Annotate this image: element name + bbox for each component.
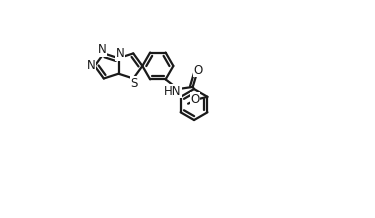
Text: N: N — [116, 47, 124, 60]
Text: O: O — [190, 93, 200, 106]
Text: S: S — [130, 77, 138, 90]
Text: O: O — [193, 64, 202, 77]
Text: N: N — [86, 60, 95, 72]
Text: N: N — [98, 43, 106, 56]
Text: HN: HN — [164, 85, 182, 98]
